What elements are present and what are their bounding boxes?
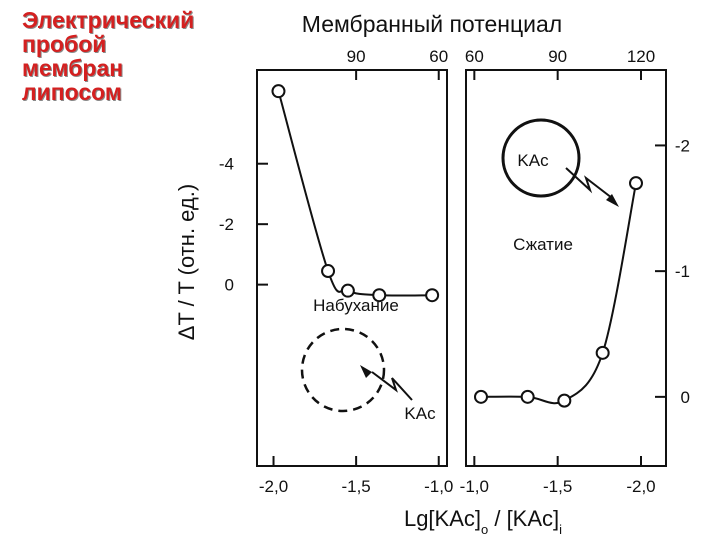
lightning-icon bbox=[565, 167, 613, 199]
top-tick-label: 60 bbox=[465, 47, 484, 66]
kac-label-inside: KAc bbox=[517, 151, 549, 170]
y-tick-label: -4 bbox=[219, 155, 234, 174]
top-tick-label: 90 bbox=[548, 47, 567, 66]
top-tick-label: 120 bbox=[627, 47, 655, 66]
panel-left: -2,0 -1,5 -1,0 90 60 -4 -2 0 Набухание KAc bbox=[219, 47, 454, 496]
x-tick-label: -1,0 bbox=[424, 477, 453, 496]
data-point bbox=[425, 288, 440, 303]
x-axis-label-subscript: i bbox=[559, 522, 562, 537]
panel-frame bbox=[256, 69, 448, 467]
y-tick-label: 0 bbox=[681, 388, 690, 407]
top-tick-label: 60 bbox=[429, 47, 448, 66]
x-axis-label: Lg[KAc]o / [KAc]i bbox=[404, 506, 562, 537]
annotation-swelling: Набухание bbox=[313, 296, 399, 315]
lightning-icon bbox=[371, 371, 413, 401]
slide-title: Электрический пробой мембран липосом bbox=[22, 8, 194, 104]
data-point bbox=[520, 389, 535, 404]
data-point bbox=[474, 389, 488, 404]
y-tick-label: -2 bbox=[219, 215, 234, 234]
y-tick-label: -1 bbox=[675, 262, 690, 281]
x-tick-label: -1,5 bbox=[543, 477, 572, 496]
fit-curve bbox=[277, 90, 433, 297]
slide-title-line: липосом bbox=[22, 79, 122, 105]
y-tick-label: 0 bbox=[225, 276, 234, 295]
annotation-compression: Сжатие bbox=[513, 235, 573, 254]
slide-title-line: пробой bbox=[22, 31, 107, 57]
data-point bbox=[557, 393, 572, 408]
data-point bbox=[372, 288, 387, 303]
data-point bbox=[595, 345, 610, 360]
panel-right: -1,0 -1,5 -2,0 60 90 120 0 -1 -2 Сжатие KAc bbox=[460, 47, 690, 496]
data-point bbox=[271, 84, 286, 99]
y-axis-label: ΔT / T (отн. ед.) bbox=[174, 184, 199, 340]
x-axis-label-part: / [KAc] bbox=[488, 506, 559, 531]
panel-frame bbox=[465, 69, 667, 467]
x-tick-label: -1,5 bbox=[341, 477, 370, 496]
x-tick-label: -2,0 bbox=[626, 477, 655, 496]
x-tick-label: -1,0 bbox=[460, 477, 489, 496]
data-point bbox=[629, 176, 643, 191]
kac-label-outside: KAc bbox=[404, 404, 436, 423]
data-point bbox=[321, 264, 336, 279]
slide-title-line: мембран bbox=[22, 55, 124, 81]
slide-title-line: Электрический bbox=[22, 7, 195, 33]
fit-curve bbox=[480, 182, 637, 405]
top-tick-label: 90 bbox=[347, 47, 366, 66]
x-axis-label-part: Lg[KAc] bbox=[404, 506, 481, 531]
arrow-head-icon bbox=[360, 365, 372, 378]
arrow-head-icon bbox=[606, 194, 619, 207]
top-axis-label: Мембранный потенциал bbox=[302, 11, 562, 37]
liposome-swollen-icon bbox=[300, 327, 386, 413]
y-tick-label: -2 bbox=[675, 136, 690, 155]
x-axis-label-subscript: o bbox=[481, 522, 488, 537]
liposome-shrunk-icon bbox=[501, 118, 581, 198]
x-tick-label: -2,0 bbox=[259, 477, 288, 496]
data-point bbox=[340, 283, 355, 298]
